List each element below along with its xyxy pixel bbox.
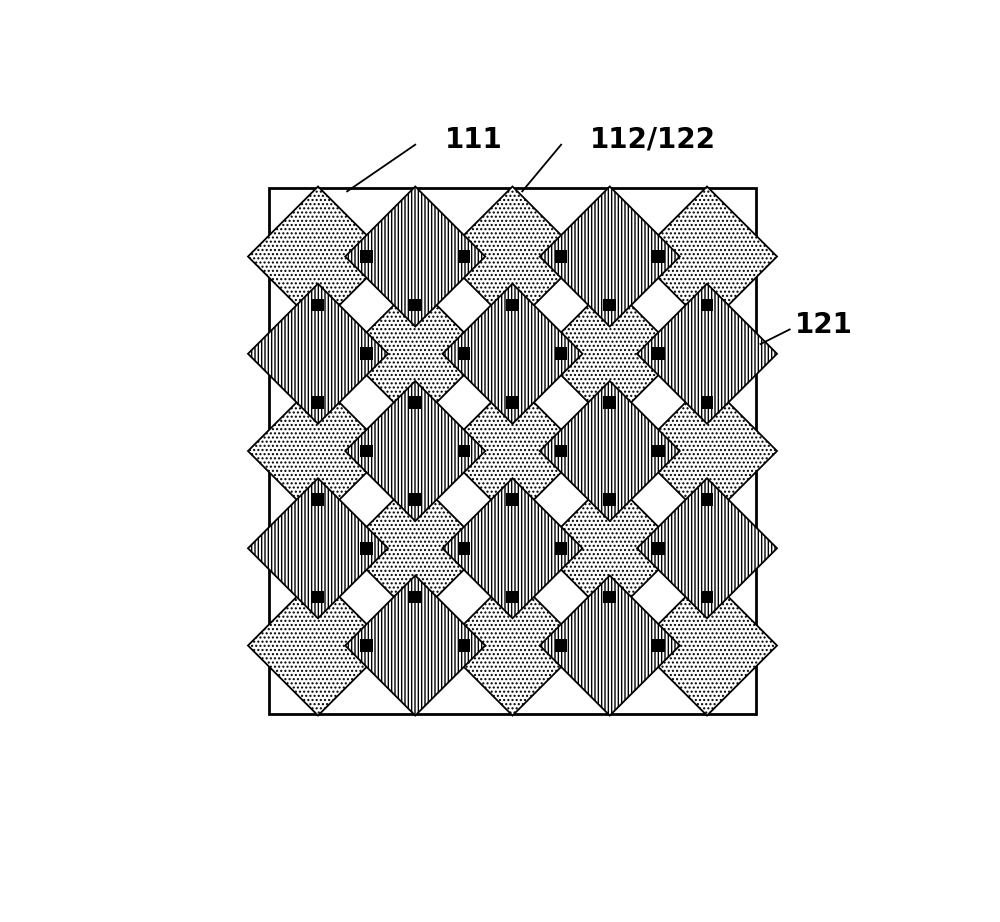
Polygon shape (442, 575, 583, 715)
Text: 121: 121 (795, 311, 852, 338)
Bar (312, 299, 324, 312)
Bar (360, 444, 373, 457)
Bar (458, 639, 470, 652)
Bar (555, 639, 567, 652)
Bar (506, 299, 519, 312)
Bar (555, 250, 567, 263)
Bar (360, 250, 373, 263)
Polygon shape (442, 284, 583, 424)
Bar (458, 250, 470, 263)
Polygon shape (248, 479, 388, 619)
Bar (360, 542, 373, 555)
Text: 112/122: 112/122 (590, 125, 716, 154)
Bar (652, 542, 665, 555)
Bar (458, 348, 470, 361)
Polygon shape (637, 575, 777, 715)
Bar (312, 493, 324, 506)
Bar (652, 250, 665, 263)
Polygon shape (442, 186, 583, 326)
Bar (506, 591, 519, 603)
Bar (603, 396, 616, 408)
Polygon shape (345, 575, 485, 715)
Bar (652, 348, 665, 361)
Bar (360, 348, 373, 361)
Polygon shape (345, 381, 485, 521)
Bar (409, 591, 422, 603)
Polygon shape (442, 381, 583, 521)
Bar (555, 542, 567, 555)
Bar (458, 542, 470, 555)
Bar (409, 493, 422, 506)
Polygon shape (637, 186, 777, 326)
Polygon shape (248, 284, 388, 424)
Bar (701, 396, 713, 408)
Bar (409, 299, 422, 312)
Bar (409, 396, 422, 408)
Polygon shape (540, 479, 680, 619)
Bar (360, 639, 373, 652)
Bar (603, 493, 616, 506)
Bar (652, 639, 665, 652)
Bar (603, 591, 616, 603)
Polygon shape (637, 284, 777, 424)
Bar (506, 493, 519, 506)
Bar (701, 493, 713, 506)
Bar (269, 188, 756, 714)
Polygon shape (248, 186, 388, 326)
Bar (312, 396, 324, 408)
Polygon shape (637, 479, 777, 619)
Polygon shape (540, 381, 680, 521)
Polygon shape (345, 186, 485, 326)
Polygon shape (442, 479, 583, 619)
Polygon shape (540, 575, 680, 715)
Bar (555, 444, 567, 457)
Bar (603, 299, 616, 312)
Polygon shape (540, 186, 680, 326)
Bar (652, 444, 665, 457)
Bar (701, 591, 713, 603)
Polygon shape (637, 381, 777, 521)
Bar (506, 396, 519, 408)
Text: 111: 111 (444, 125, 502, 154)
Bar (458, 444, 470, 457)
Bar (312, 591, 324, 603)
Polygon shape (540, 284, 680, 424)
Polygon shape (345, 479, 485, 619)
Bar (555, 348, 567, 361)
Bar (701, 299, 713, 312)
Polygon shape (248, 381, 388, 521)
Polygon shape (248, 575, 388, 715)
Polygon shape (345, 284, 485, 424)
